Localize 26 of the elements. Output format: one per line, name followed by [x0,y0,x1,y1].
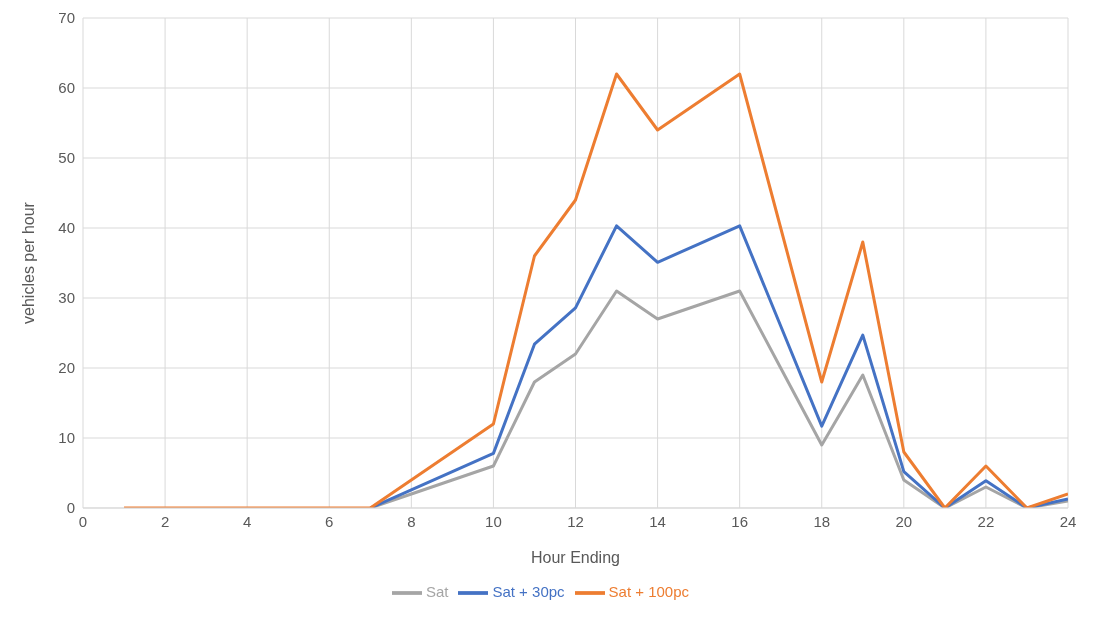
x-tick-label: 22 [977,512,995,530]
x-tick-label: 18 [813,512,831,530]
x-tick-label: 4 [242,512,252,530]
x-tick-label: 14 [649,512,666,530]
legend-label: Sat [425,582,449,600]
y-tick-label: 0 [66,499,75,517]
x-tick-label: 2 [160,512,170,530]
y-tick-label: 60 [58,79,75,97]
y-tick-label: 40 [58,219,75,237]
x-tick-label: 16 [731,512,749,530]
x-tick-label: 0 [78,512,88,530]
x-tick-label: 24 [1059,512,1077,530]
x-axis-title: Hour Ending [531,549,620,566]
legend-label: Sat + 30pc [492,582,565,600]
y-tick-label: 20 [58,359,75,377]
legend-label: Sat + 100pc [608,582,690,600]
x-tick-label: 6 [325,512,334,530]
y-tick-label: 10 [58,429,75,447]
x-tick-label: 20 [895,512,913,530]
y-axis-title: vehicles per hour [19,201,37,324]
x-tick-label: 10 [485,512,502,530]
y-tick-label: 30 [58,289,75,307]
y-tick-label: 50 [58,149,75,167]
x-tick-label: 12 [567,512,584,530]
x-tick-label: 8 [407,512,416,530]
y-tick-label: 70 [58,9,75,27]
